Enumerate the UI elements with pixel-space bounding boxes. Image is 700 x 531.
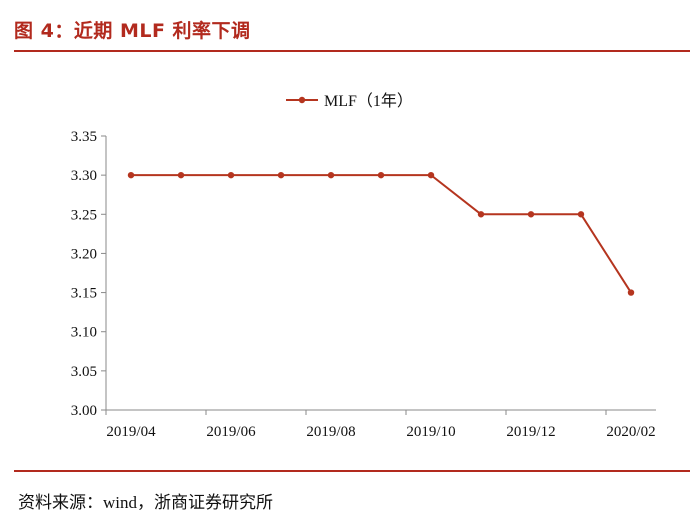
x-tick-label: 2019/12	[506, 424, 555, 440]
mlf-line-chart: MLF（1年） 3.35 3.30 3.25 3.20 3.15 3.10 3.05 3.00…	[71, 92, 656, 440]
figure-title: 图 4：近期 MLF 利率下调	[14, 20, 251, 42]
data-point	[527, 211, 535, 218]
x-tick-label: 2019/04	[106, 424, 156, 440]
axes	[105, 136, 656, 411]
title-divider	[14, 50, 690, 52]
footer-divider	[14, 470, 690, 472]
data-point	[427, 171, 435, 179]
legend-swatch-marker	[298, 96, 306, 104]
x-tick-label: 2019/08	[306, 424, 355, 440]
legend-label: MLF（1年）	[324, 92, 413, 110]
series-mlf	[127, 171, 635, 296]
data-point	[177, 171, 185, 179]
data-point	[477, 211, 485, 218]
data-point	[327, 171, 335, 179]
y-tick-label: 3.20	[71, 246, 97, 262]
data-point	[377, 171, 385, 179]
y-tick-label: 3.35	[71, 129, 97, 145]
y-tick-label: 3.00	[71, 403, 97, 419]
data-point	[277, 171, 285, 179]
data-point	[227, 171, 235, 179]
y-tick-label: 3.25	[71, 207, 97, 223]
source-note: 资料来源：wind，浙商证券研究所	[18, 493, 273, 512]
series-line	[131, 174, 632, 294]
x-tick-label: 2019/06	[206, 424, 256, 440]
y-tick-label: 3.30	[71, 168, 97, 184]
x-axis-ticks: 2019/04 2019/06 2019/08 2019/10 2019/12 2020/…	[105, 410, 656, 440]
x-tick-label: 2020/02	[606, 424, 655, 440]
data-point	[577, 211, 585, 218]
x-tick-label: 2019/10	[406, 424, 455, 440]
y-tick-label: 3.05	[71, 364, 97, 380]
y-axis-ticks: 3.35 3.30 3.25 3.20 3.15 3.10 3.05 3.00	[71, 129, 106, 419]
data-point	[127, 171, 135, 179]
data-point	[627, 289, 635, 296]
y-tick-label: 3.10	[71, 325, 97, 341]
legend: MLF（1年）	[286, 92, 413, 110]
y-tick-label: 3.15	[71, 286, 97, 302]
